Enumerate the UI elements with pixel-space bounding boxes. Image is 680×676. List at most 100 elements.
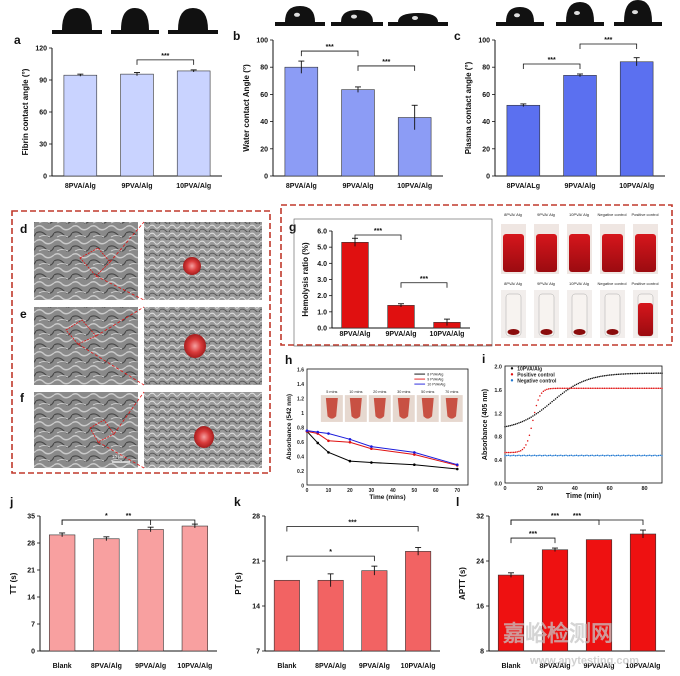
data-point xyxy=(512,454,515,457)
data-point xyxy=(586,454,588,457)
data-point xyxy=(523,446,525,449)
y-axis-label: Fibrin contact angle (°) xyxy=(21,68,30,155)
data-point xyxy=(532,415,534,417)
data-point xyxy=(586,387,588,389)
data-point xyxy=(628,372,630,375)
data-point xyxy=(504,451,506,454)
significance-bracket xyxy=(300,50,359,57)
significance-bracket xyxy=(510,537,556,544)
significance-bracket xyxy=(61,519,152,525)
y-tick-label: 16 xyxy=(476,604,484,611)
chart-h: 0 0.2 0.4 0.6 0.8 1 1.2 1.4 1.6 0 10 20 30 40 50 60 70 Ti… xyxy=(286,368,469,501)
data-point xyxy=(532,419,534,422)
data-point xyxy=(519,421,522,423)
y-tick-label: 2.0 xyxy=(317,293,327,300)
data-point xyxy=(549,454,552,457)
chart-j: 0 7 14 21 28 35 Blank 8PVA/Alg 9PVA/Alg 10PVA/Alg… xyxy=(9,513,217,670)
bar-8PVA/Alg xyxy=(541,549,569,652)
data-point xyxy=(591,377,593,379)
sem-images: 10 μm xyxy=(34,221,262,469)
data-point xyxy=(567,388,569,391)
y-tick-label: 4.0 xyxy=(317,261,327,268)
significance-label: * xyxy=(329,549,332,556)
droplet xyxy=(624,0,652,22)
legend-entry: 10PVA/Alg xyxy=(517,366,542,372)
data-point xyxy=(587,378,590,381)
chart-g: 0.0 1.0 2.0 3.0 4.0 5.0 6.0 8PVA/Alg 9PVA/Alg 10P… xyxy=(301,228,470,338)
data-point xyxy=(598,454,600,457)
data-point xyxy=(640,372,642,375)
data-point xyxy=(582,380,585,382)
data-point xyxy=(542,407,545,410)
y-tick-label: 90 xyxy=(39,78,47,85)
y-axis-label: Water contact Angle (°) xyxy=(242,64,251,152)
significance-bracket xyxy=(136,59,195,65)
data-point xyxy=(652,387,655,389)
data-point xyxy=(638,387,641,389)
x-tick-label: 80 xyxy=(641,486,647,492)
tube-blood xyxy=(503,234,524,272)
data-point xyxy=(628,387,630,389)
tube-body xyxy=(505,293,522,337)
y-axis-label: PT (s) xyxy=(234,572,243,595)
x-tick-label: 8PVA/Alg xyxy=(91,663,122,670)
data-point xyxy=(546,388,548,391)
data-point xyxy=(528,434,531,437)
data-point xyxy=(507,454,510,457)
data-point xyxy=(624,454,627,457)
bar-9PVA/Alg xyxy=(361,570,388,652)
bar-8PVA/ALg xyxy=(506,104,541,177)
data-point xyxy=(523,419,525,422)
data-point xyxy=(581,387,583,389)
data-point xyxy=(565,387,567,389)
significance-bracket xyxy=(354,234,402,240)
tube-label: Positive control xyxy=(631,212,658,217)
data-point xyxy=(650,372,653,374)
y-tick-label: 0 xyxy=(31,649,35,656)
hemolysis-panel-frame xyxy=(280,204,673,346)
data-point xyxy=(574,387,576,389)
significance-bracket xyxy=(286,555,375,562)
bar-10PVA/Alg xyxy=(176,70,211,177)
chart-g-frame xyxy=(293,218,493,347)
significance-bracket xyxy=(357,65,416,71)
data-point xyxy=(518,454,520,457)
data-point xyxy=(558,387,560,390)
plot-frame xyxy=(504,365,663,484)
bar-8PVA/Alg xyxy=(284,66,319,177)
y-tick-label: 28 xyxy=(252,514,260,521)
data-point xyxy=(533,454,536,457)
data-point xyxy=(511,424,513,426)
data-point xyxy=(549,387,552,390)
panel-label-f: f xyxy=(20,391,25,405)
x-tick-label: 8PVA/ALg xyxy=(507,183,540,190)
data-point xyxy=(537,399,539,401)
tube-label: 10PVA/ Alg xyxy=(569,212,589,217)
data-point xyxy=(370,461,373,464)
significance-label: ** xyxy=(126,513,132,520)
red-blood-cell xyxy=(194,426,214,448)
data-point xyxy=(370,445,373,448)
droplet xyxy=(178,8,208,30)
substrate xyxy=(168,30,218,34)
data-point xyxy=(568,387,571,389)
data-point xyxy=(514,454,517,457)
data-point xyxy=(645,387,648,389)
legend-marker xyxy=(510,367,514,370)
data-point xyxy=(544,454,546,457)
data-point xyxy=(621,454,623,457)
data-point xyxy=(554,398,557,400)
data-point xyxy=(530,416,532,418)
data-point xyxy=(582,387,585,389)
data-point xyxy=(647,387,649,389)
data-point xyxy=(594,376,597,379)
droplet-highlight xyxy=(574,11,580,15)
droplet-highlight xyxy=(514,13,520,18)
data-point xyxy=(610,454,613,457)
data-point xyxy=(603,374,606,377)
data-point xyxy=(659,387,662,389)
data-point xyxy=(587,387,590,389)
data-point xyxy=(540,409,543,411)
data-point xyxy=(540,392,543,394)
significance-label: *** xyxy=(529,531,537,538)
